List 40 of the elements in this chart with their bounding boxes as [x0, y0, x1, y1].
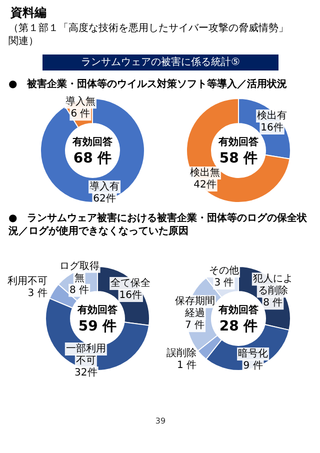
data-label: 62件 [93, 193, 116, 204]
text: 59 件 [78, 318, 117, 334]
text: 39 [155, 416, 166, 426]
data-label: 8 件 [263, 298, 283, 309]
slice-label: 保存期間経過 [174, 295, 215, 320]
text: 58 件 [219, 150, 258, 166]
text: 有効回答 [76, 304, 118, 316]
slice-label: その他 [208, 264, 239, 276]
text: 有効回答 [72, 136, 114, 148]
slice-label: 全て保全 [110, 277, 151, 290]
data-label: 16件 [119, 290, 142, 302]
slice-label: ログ取得無 [59, 260, 100, 284]
slice-label: 導入有 [90, 180, 120, 192]
text: ランサムウェアの被害に係る統計⑤ [81, 56, 240, 68]
data-label: 16件 [260, 122, 284, 134]
slice-label: 犯人による削除 [252, 274, 293, 297]
slice-label: 一部利用不可 [66, 342, 106, 366]
data-label: 3 件 [214, 277, 234, 288]
slice-label: 導入無 [65, 96, 96, 108]
chart-title: ● 被害企業・団体等のウイルス対策ソフト等導入／活用状況 [8, 78, 288, 90]
chart-title: ● ランサムウェア被害における被害企業・団体等のログの保全状況／ログが使用できなくなっていた原因 [8, 212, 308, 237]
slice-label: 暗号化 [238, 348, 268, 360]
data-label: 32件 [74, 367, 98, 378]
data-label: 6 件 [70, 108, 90, 120]
text: 有効回答 [218, 136, 260, 148]
data-label: 8 件 [70, 284, 90, 296]
text: 有効回答 [218, 304, 260, 316]
data-label: 1 件 [176, 360, 196, 372]
text: 資料編 [10, 6, 46, 20]
text: 68 件 [73, 150, 112, 166]
data-label: 42件 [194, 179, 216, 190]
text: 28 件 [219, 318, 258, 334]
slice-label: 検出有 [257, 110, 288, 122]
data-label: 7 件 [185, 320, 205, 332]
slice-label: 誤削除 [166, 347, 196, 360]
data-label: 3 件 [28, 288, 48, 300]
data-label: 9 件 [243, 360, 263, 372]
text: （第１部１「高度な技術を悪用したサイバー攻撃の脅威情勢」関連） [8, 22, 288, 47]
slice-label: 検出無 [190, 166, 220, 178]
slice-label: 利用不可 [7, 275, 48, 288]
